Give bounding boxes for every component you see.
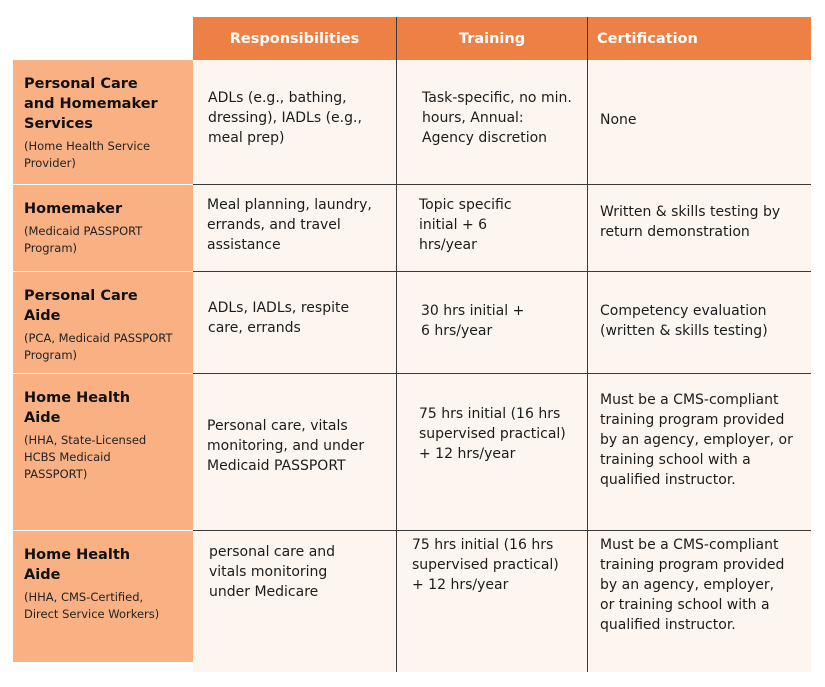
cell-text: Personal care, vitals monitoring, and un…	[207, 418, 365, 474]
row-header-personal-care-aide: Personal Care Aide (PCA, Medicaid PASSPO…	[13, 272, 193, 373]
cell-certification: Must be a CMS-compliant training program…	[588, 374, 811, 530]
cell-certification: Competency evaluation (written & skills …	[588, 272, 811, 373]
column-divider	[396, 17, 397, 672]
cell-text: 75 hrs initial (16 hrs supervised practi…	[419, 406, 566, 462]
cell-responsibilities: Meal planning, laundry, errands, and tra…	[193, 185, 396, 271]
header-training-label: Training	[458, 30, 526, 47]
cell-text: 75 hrs initial (16 hrs supervised practi…	[412, 537, 559, 593]
cell-certification: None	[588, 60, 811, 184]
cell-text: Meal planning, laundry, errands, and tra…	[207, 197, 372, 253]
cell-training: 30 hrs initial + 6 hrs/year	[397, 272, 587, 373]
row-title: Personal Care and Homemaker Services	[24, 76, 158, 132]
row-divider	[193, 530, 811, 531]
cell-certification: Must be a CMS-compliant training program…	[588, 531, 811, 672]
cell-text: ADLs, IADLs, respite care, errands	[208, 300, 350, 336]
cell-text: Written & skills testing by return demon…	[600, 204, 781, 240]
row-divider	[193, 184, 811, 185]
row-title: Home Health Aide	[24, 390, 131, 426]
cell-responsibilities: ADLs, IADLs, respite care, errands	[193, 272, 396, 373]
cell-training: 75 hrs initial (16 hrs supervised practi…	[397, 374, 587, 530]
row-header-personal-care-homemaker: Personal Care and Homemaker Services (Ho…	[13, 60, 193, 184]
row-subtitle: (Home Health Service Provider)	[24, 139, 151, 170]
cell-certification: Written & skills testing by return demon…	[588, 185, 811, 271]
row-header-homemaker: Homemaker (Medicaid PASSPORT Program)	[13, 185, 193, 271]
row-divider	[193, 271, 811, 272]
row-subtitle: (HHA, CMS-Certified, Direct Service Work…	[24, 590, 160, 621]
column-divider	[587, 17, 588, 672]
row-divider	[193, 373, 811, 374]
row-header-home-health-aide-state: Home Health Aide (HHA, State-Licensed HC…	[13, 374, 193, 530]
row-header-gap	[13, 530, 193, 531]
header-responsibilities: Responsibilities	[193, 17, 396, 60]
row-header-gap	[13, 184, 193, 185]
row-header-gap	[13, 271, 193, 272]
cell-text: ADLs (e.g., bathing, dressing), IADLs (e…	[208, 90, 362, 146]
header-certification: Certification	[588, 17, 811, 60]
row-title: Home Health Aide	[24, 547, 131, 583]
cell-training: Topic specific initial + 6 hrs/year	[397, 185, 587, 271]
header-responsibilities-label: Responsibilities	[229, 30, 360, 47]
cell-responsibilities: Personal care, vitals monitoring, and un…	[193, 374, 396, 530]
row-title: Personal Care Aide	[24, 288, 138, 324]
cell-responsibilities: ADLs (e.g., bathing, dressing), IADLs (e…	[193, 60, 396, 184]
row-subtitle: (Medicaid PASSPORT Program)	[24, 224, 143, 255]
row-title: Homemaker	[24, 201, 123, 217]
cell-text: None	[600, 112, 637, 128]
cell-text: Competency evaluation (written & skills …	[600, 303, 768, 339]
header-training: Training	[397, 17, 587, 60]
cell-text: 30 hrs initial + 6 hrs/year	[421, 303, 525, 339]
cell-text: Topic specific initial + 6 hrs/year	[419, 197, 512, 253]
cell-training: 75 hrs initial (16 hrs supervised practi…	[397, 531, 587, 672]
cell-text: personal care and vitals monitoring unde…	[209, 544, 336, 600]
header-certification-label: Certification	[597, 30, 698, 47]
row-subtitle: (PCA, Medicaid PASSPORT Program)	[24, 331, 173, 362]
cell-text: Must be a CMS-compliant training program…	[600, 537, 785, 633]
cell-text: Task-specific, no min. hours, Annual: Ag…	[422, 90, 572, 146]
row-header-home-health-aide-cms: Home Health Aide (HHA, CMS-Certified, Di…	[13, 531, 193, 662]
row-subtitle: (HHA, State-Licensed HCBS Medicaid PASSP…	[24, 433, 147, 481]
row-header-gap	[13, 373, 193, 374]
cell-responsibilities: personal care and vitals monitoring unde…	[193, 531, 396, 672]
cell-training: Task-specific, no min. hours, Annual: Ag…	[397, 60, 587, 184]
cell-text: Must be a CMS-compliant training program…	[600, 392, 793, 488]
